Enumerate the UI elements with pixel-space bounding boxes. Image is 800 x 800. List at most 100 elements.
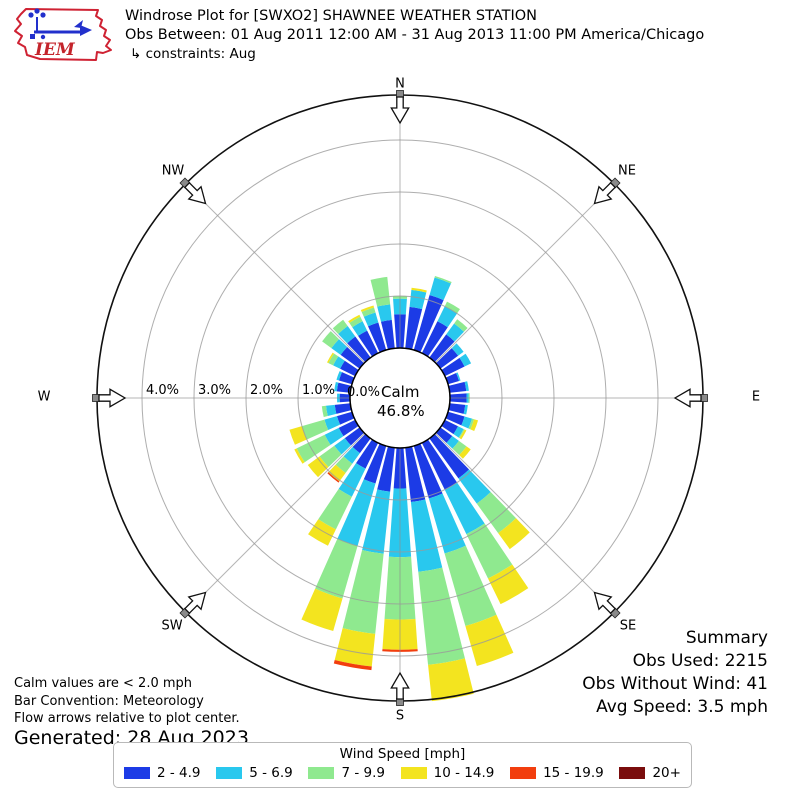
flow-arrow-icon xyxy=(92,388,127,408)
windrose-bar-segment xyxy=(498,518,530,550)
windrose-bar-segment xyxy=(410,499,443,572)
windrose-bar-segment xyxy=(428,658,474,702)
legend-title: Wind Speed [mph] xyxy=(339,746,466,762)
windrose-bar-segment xyxy=(348,314,361,323)
windrose-bar-segment xyxy=(318,489,352,530)
iem-logo: IEM xyxy=(14,8,112,61)
windrose-bar-segment xyxy=(411,287,427,293)
windrose-bar-segment xyxy=(459,446,471,459)
windrose-bar-segment xyxy=(334,382,339,392)
calm-circle xyxy=(349,347,451,449)
windrose-bar-segment xyxy=(454,319,468,332)
flow-arrow-icon xyxy=(673,388,708,408)
calm-label: Calm xyxy=(381,383,420,401)
iem-logo-text: IEM xyxy=(34,40,76,60)
windrose-bar-segment xyxy=(441,419,459,435)
windrose-bar-segment xyxy=(451,343,464,356)
windrose-bar-segment xyxy=(377,446,395,492)
windrose-bar-segment xyxy=(352,433,371,454)
windrose-bar-segment xyxy=(349,316,363,328)
flow-arrow-icon xyxy=(179,591,207,619)
windrose-bar-segment xyxy=(328,464,346,482)
windrose-bar-segment xyxy=(307,456,329,478)
windrose-bar-segment xyxy=(380,319,395,350)
windrose-bar-segment xyxy=(328,353,339,366)
windrose-bar-segment xyxy=(335,456,353,473)
windrose-bar-segment xyxy=(488,564,529,605)
summary-obs-without-wind: Obs Without Wind: 41 xyxy=(582,674,768,694)
legend-label: 2 - 4.9 xyxy=(157,765,201,781)
windrose-bar-segment xyxy=(437,306,458,328)
page-title: Windrose Plot for [SWXO2] SHAWNEE WEATHE… xyxy=(125,8,538,24)
windrose-bar-segment xyxy=(294,448,305,464)
legend-label: 5 - 6.9 xyxy=(249,765,293,781)
windrose-bar-segment xyxy=(363,312,379,327)
windrose-bar-segment xyxy=(338,326,356,344)
legend-item-0: 2 - 4.9 xyxy=(124,765,201,781)
summary-avg-speed: Avg Speed: 3.5 mph xyxy=(596,697,768,717)
windrose-bar-segment xyxy=(338,372,355,385)
windrose-bar-segment xyxy=(377,304,392,322)
windrose-bar-segment xyxy=(405,306,423,350)
windrose-bar-segment xyxy=(435,348,459,369)
windrose-bar-segment xyxy=(444,482,485,535)
windrose-bar-segment xyxy=(470,419,479,432)
windrose-bar-segment xyxy=(321,405,328,418)
windrose-bar-segment xyxy=(358,330,379,357)
windrose-bar-segment xyxy=(334,438,351,455)
windrose-bar-segment xyxy=(421,439,458,490)
windrose-bar-segment xyxy=(464,381,469,392)
legend-swatch xyxy=(619,767,646,779)
windrose-bar-segment xyxy=(429,334,455,363)
legend-label: 10 - 14.9 xyxy=(433,765,495,781)
summary-block: Summary Obs Used: 2215 Obs Without Wind:… xyxy=(582,627,768,719)
windrose-bar-segment xyxy=(325,404,337,417)
windrose-bar-segment xyxy=(458,429,465,439)
legend-label: 15 - 19.9 xyxy=(543,765,604,781)
windrose-bar-segment xyxy=(463,404,468,415)
windrose-bar-segment xyxy=(342,549,384,634)
windrose-bar-segment xyxy=(370,276,391,307)
windrose-bar-segment xyxy=(409,289,427,310)
windrose-bar-segment xyxy=(331,339,348,355)
legend-item-5: 20+ xyxy=(619,765,681,781)
windrose-bar-segment xyxy=(445,411,465,426)
legend: Wind Speed [mph] 2 - 4.9 5 - 6.9 7 - 9.9 10… xyxy=(113,742,692,788)
polar-ring-gridline xyxy=(141,139,659,657)
windrose-bar-segment xyxy=(429,433,470,479)
legend-swatch xyxy=(124,767,150,779)
polar-ring-gridline xyxy=(297,295,503,501)
windrose-bar-segment xyxy=(459,429,467,440)
windrose-bar-segment xyxy=(461,416,473,429)
windrose-bar-segment xyxy=(421,321,448,357)
windrose-bar-segment xyxy=(327,352,334,364)
page-subtitle: Obs Between: 01 Aug 2011 12:00 AM - 31 A… xyxy=(125,27,705,43)
windrose-bar-segment xyxy=(413,294,444,353)
legend-label: 7 - 9.9 xyxy=(341,765,385,781)
flow-arrow-icon xyxy=(593,177,621,205)
windrose-bar-segment xyxy=(327,472,340,483)
windrose-bar-segment xyxy=(456,372,461,382)
windrose-bar-segment xyxy=(476,491,517,534)
windrose-bar-segment xyxy=(343,447,360,464)
windrose-bar-segment xyxy=(319,445,342,468)
windrose-bar-segment xyxy=(361,307,376,317)
windrose-bar-segment xyxy=(413,443,443,499)
flow-arrow-icon xyxy=(179,177,207,205)
windrose-bar-segment xyxy=(434,275,452,284)
windrose-bar-segment xyxy=(458,469,491,504)
note-arrows: Flow arrows relative to plot center. xyxy=(14,711,240,726)
windrose-bar-segment xyxy=(428,493,466,554)
windrose-bar-segment xyxy=(336,371,342,381)
note-calm: Calm values are < 2.0 mph xyxy=(14,676,193,691)
windrose-bar-segment xyxy=(332,319,348,334)
legend-item-4: 15 - 19.9 xyxy=(510,765,604,781)
windrose-bar-segment xyxy=(308,519,336,546)
legend-item-2: 7 - 9.9 xyxy=(308,765,385,781)
windrose-bar-segment xyxy=(444,545,497,627)
windrose-bar-segment xyxy=(459,353,472,367)
windrose-bar-segment xyxy=(435,427,453,443)
ring-label-zero: 0.0% xyxy=(347,385,381,400)
legend-items: 2 - 4.9 5 - 6.9 7 - 9.9 10 - 14.9 15 - 19.9 2… xyxy=(114,762,691,781)
